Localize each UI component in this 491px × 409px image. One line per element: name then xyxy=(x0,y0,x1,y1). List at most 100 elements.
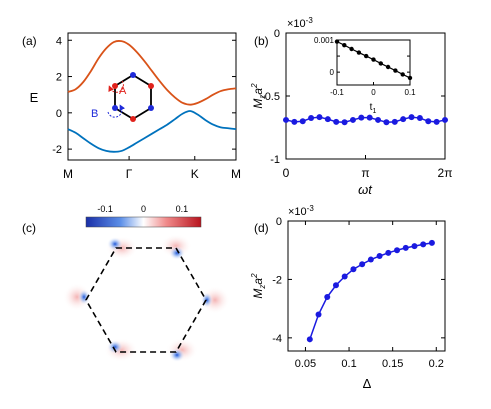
inset-xticks: -0.1 0 0.1 xyxy=(330,82,416,97)
colorbar-tick-label: -0.1 xyxy=(97,204,113,214)
panel-b-scale: ×10-3 xyxy=(287,16,313,30)
a-xtick-label: Γ xyxy=(126,167,133,181)
panel-c: -0.1 0 0.1 xyxy=(63,204,230,362)
inset-xtick-label: 0.1 xyxy=(404,88,416,97)
magnetization-vs-delta-point xyxy=(359,261,366,268)
panel-label-a: (a) xyxy=(22,34,37,48)
panel-a-ylabel: E xyxy=(30,90,39,105)
magnetization-point xyxy=(425,118,432,125)
brillouin-zone: A B xyxy=(91,72,154,122)
a-xtick-label: M xyxy=(63,167,73,181)
magnetization-vs-delta-point xyxy=(315,311,322,318)
hex-vertex-upper-left xyxy=(112,83,118,89)
inset-xtick-label: 0 xyxy=(371,88,376,97)
density-spot-blue xyxy=(107,340,123,354)
panel-a-yticks: -2 0 2 4 xyxy=(52,35,236,156)
d-xtick-label: 0.2 xyxy=(429,358,444,370)
panel-label-d: (d) xyxy=(254,221,269,235)
b-ytick-label: 0 xyxy=(274,28,280,40)
magnetization-point xyxy=(391,118,398,125)
brillouin-hexagon xyxy=(114,73,152,121)
inset-point xyxy=(385,64,391,70)
panel-d-xlabel: Δ xyxy=(363,376,372,391)
colorbar-tick-label: 0 xyxy=(141,204,146,214)
a-ytick-label: 4 xyxy=(56,35,62,47)
panel-d-yticks: -4 -2 0 xyxy=(272,216,445,345)
magnetization-vs-delta-point xyxy=(341,273,348,280)
d-xtick-label: 0.1 xyxy=(341,358,356,370)
panel-d: ×10-3 Mza2 Δ -4 -2 0 0.05 0.1 0.15 0.2 xyxy=(250,204,446,391)
density-spot-blue xyxy=(107,237,123,251)
inset-xtick-label: -0.1 xyxy=(330,88,344,97)
panel-a-series xyxy=(67,40,237,153)
magnetization-vs-delta-point xyxy=(350,266,357,273)
annotation-a: A xyxy=(119,85,127,97)
panel-label-c: (c) xyxy=(22,221,36,235)
magnetization-point xyxy=(416,115,423,122)
panel-b-ylabel: Mza2 xyxy=(250,83,267,109)
panel-d-series xyxy=(306,239,435,343)
panel-a: E -2 0 2 4 M Γ K M A B xyxy=(30,32,241,181)
panel-label-b: (b) xyxy=(254,34,269,48)
annotation-b: B xyxy=(91,108,98,120)
panel-d-xticks: 0.05 0.1 0.15 0.2 xyxy=(295,221,444,370)
a-ytick-label: 2 xyxy=(56,72,62,84)
magnetization-point xyxy=(333,118,340,125)
magnetization-vs-delta-point xyxy=(324,293,331,300)
panel-b-xticks: 0 π 2π xyxy=(283,155,453,180)
panel-b-inset: 0.001 0 -0.1 0 0.1 t1 xyxy=(314,36,416,115)
d-ytick-label: -2 xyxy=(272,274,282,286)
density-spot-blue xyxy=(169,246,185,260)
density-spot-blue xyxy=(78,289,90,305)
panel-d-ylabel: Mza2 xyxy=(250,273,267,299)
b-xtick-label: π xyxy=(361,166,369,180)
inset-point xyxy=(364,53,369,59)
b-xtick-label: 2π xyxy=(438,166,453,180)
inset-point xyxy=(356,50,362,55)
inset-point xyxy=(342,42,347,48)
magnetization-point xyxy=(400,116,407,123)
orbit-arrow-b xyxy=(107,104,126,118)
upper-band-line xyxy=(67,40,237,106)
panel-d-frame xyxy=(287,220,446,352)
magnetization-point xyxy=(341,119,348,126)
panel-b-yticks: -1 -0.5 0 xyxy=(261,28,445,166)
magnetization-point xyxy=(308,115,315,122)
magnetization-vs-delta-point xyxy=(394,247,401,254)
d-xtick-label: 0.05 xyxy=(295,358,316,370)
colorbar xyxy=(85,216,202,228)
magnetization-vs-delta-point xyxy=(411,243,418,250)
d-xtick-label: 0.15 xyxy=(382,358,403,370)
magnetization-point xyxy=(283,116,289,123)
density-spot-blue xyxy=(169,348,185,362)
inset-ytick-label: 0.001 xyxy=(314,36,335,45)
magnetization-vs-delta-point xyxy=(332,282,339,289)
magnetization-vs-delta-point xyxy=(385,249,392,256)
magnetization-point xyxy=(383,119,390,126)
magnetization-point xyxy=(324,116,331,123)
colorbar-tick-label: 0.1 xyxy=(176,204,189,214)
hex-vertex-lower-left xyxy=(112,105,118,111)
b-xtick-label: 0 xyxy=(283,166,290,180)
magnetization-point xyxy=(358,114,365,121)
inset-series xyxy=(334,39,413,81)
magnetization-vs-delta-point xyxy=(367,256,374,263)
a-ytick-label: -2 xyxy=(52,144,62,156)
inset-point xyxy=(393,68,398,73)
magnetization-point xyxy=(299,118,306,125)
magnetization-vs-delta-point xyxy=(428,239,435,246)
colorbar-ticks: -0.1 0 0.1 xyxy=(97,204,188,214)
panel-a-frame xyxy=(67,32,237,161)
inset-point xyxy=(334,39,340,44)
lower-band-line xyxy=(67,110,237,153)
magnetization-point xyxy=(408,114,415,121)
magnetization-vs-delta-point xyxy=(376,253,383,260)
magnetization-vs-delta-point xyxy=(420,241,427,248)
hex-vertex-lower-right xyxy=(148,105,154,111)
magnetization-point xyxy=(442,116,448,123)
panel-d-scale: ×10-3 xyxy=(288,204,314,218)
magnetization-point xyxy=(366,114,373,121)
panel-b-xlabel: ωt xyxy=(358,182,373,197)
